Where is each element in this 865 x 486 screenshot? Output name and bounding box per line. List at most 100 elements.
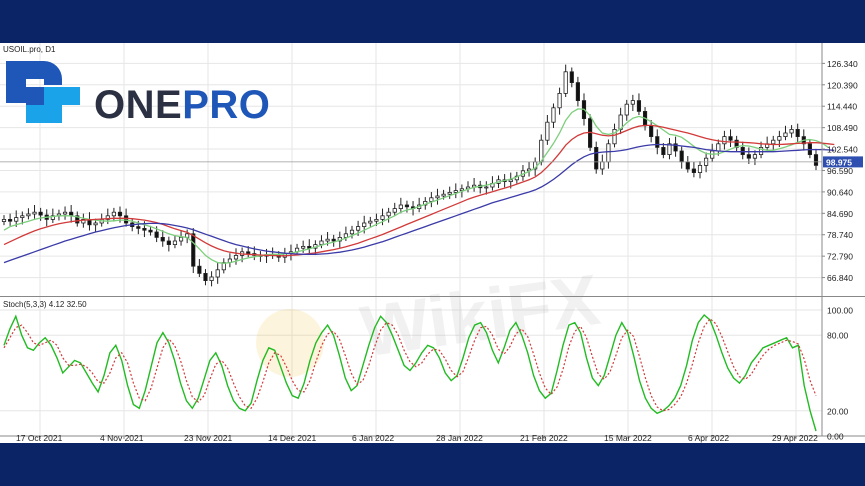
axes <box>0 43 865 439</box>
candle-body <box>563 71 568 94</box>
candle-body <box>636 100 642 112</box>
watermark-emblem-icon <box>256 309 324 377</box>
candle-body <box>795 129 800 138</box>
y-tick-label: 78.740 <box>827 230 853 240</box>
candle-body <box>142 227 147 231</box>
candle-body <box>374 218 379 222</box>
y-tick-label: 72.790 <box>827 252 853 262</box>
candle-body <box>435 195 440 199</box>
candle-body <box>160 236 165 242</box>
y-tick-label: 96.590 <box>827 166 853 176</box>
candle-body <box>356 226 361 231</box>
candle-body <box>459 188 464 192</box>
candle-body <box>661 147 666 156</box>
brand-logo: ONEPRO <box>4 55 270 135</box>
watermark-text: WikiFX <box>356 260 604 373</box>
candle-body <box>569 71 574 83</box>
y-tick-label: 120.390 <box>827 80 858 90</box>
candle-body <box>453 190 458 193</box>
ma-line <box>3 124 835 257</box>
candle-body <box>557 93 562 109</box>
x-tick-label: 23 Nov 2021 <box>184 433 232 443</box>
x-tick-label: 21 Feb 2022 <box>520 433 568 443</box>
candle-body <box>734 139 739 148</box>
candle-body <box>105 215 110 220</box>
candle-body <box>191 233 196 267</box>
candle-body <box>81 218 86 224</box>
candle-body <box>62 211 68 215</box>
candle-body <box>154 231 159 238</box>
y-tick-label: 114.440 <box>827 102 857 112</box>
candle-body <box>398 204 403 209</box>
candle-body <box>594 147 599 170</box>
candle-body <box>758 147 764 156</box>
ma-line <box>3 143 835 264</box>
candle-body <box>600 161 605 170</box>
candle-body <box>624 103 629 116</box>
main-chart-title: USOIL.pro, D1 <box>3 45 56 54</box>
y-tick-label: 90.640 <box>827 187 853 197</box>
candle-body <box>484 186 489 189</box>
candle-body <box>545 121 550 141</box>
candle-body <box>380 215 385 220</box>
candle-body <box>233 254 239 260</box>
candle-body <box>441 193 446 197</box>
stoch-chart-title: Stoch(5,3,3) 4.12 32.50 <box>3 300 87 309</box>
candle-body <box>771 139 776 145</box>
candle-body <box>716 143 721 152</box>
stochastic-lines <box>3 313 817 432</box>
stoch-y-tick-label: 100.00 <box>827 306 853 316</box>
candle-body <box>197 265 202 274</box>
candle-body <box>691 168 696 173</box>
candle-body <box>697 165 703 174</box>
candle-body <box>111 211 116 217</box>
x-tick-label: 14 Dec 2021 <box>268 433 316 443</box>
x-tick-label: 15 Mar 2022 <box>604 433 652 443</box>
candle-body <box>8 218 13 222</box>
candle-body <box>649 125 654 138</box>
x-tick-label: 4 Nov 2021 <box>100 433 144 443</box>
candle-body <box>136 226 141 229</box>
candle-body <box>178 236 184 242</box>
candle-body <box>32 211 37 215</box>
chart-panel: WikiFX 126.340 120.390 114.440 108.490 102.5… <box>0 43 865 443</box>
x-tick-label: 17 Oct 2021 <box>16 433 63 443</box>
candle-body <box>209 276 214 281</box>
chart-svg[interactable]: WikiFX 126.340 120.390 114.440 108.490 102.5… <box>0 43 865 443</box>
candle-body <box>679 150 684 163</box>
candle-body <box>246 251 251 255</box>
brand-name-part1: ONE <box>94 83 183 127</box>
candle-body <box>508 179 513 183</box>
y-tick-label: 102.540 <box>827 145 858 155</box>
last-price-badge <box>823 156 863 168</box>
stoch-y-tick-label: 80.00 <box>827 331 849 341</box>
x-tick-label: 28 Jan 2022 <box>436 433 483 443</box>
y-tick-label: 84.690 <box>827 209 853 219</box>
last-price-label: 98.975 <box>826 157 852 167</box>
stoch-y-tick-label: 20.00 <box>827 406 849 416</box>
candle-body <box>307 245 312 249</box>
candle-body <box>746 154 751 159</box>
candle-body <box>221 262 226 271</box>
candle-body <box>117 211 123 217</box>
x-tick-label: 6 Apr 2022 <box>688 433 729 443</box>
x-tick-label: 29 Apr 2022 <box>772 433 818 443</box>
candle-body <box>740 147 745 156</box>
candle-body <box>722 136 727 145</box>
candle-body <box>1 218 7 222</box>
x-tick-label: 6 Jan 2022 <box>352 433 394 443</box>
candle-body <box>203 272 208 281</box>
candle-body <box>26 213 31 217</box>
candle-body <box>362 222 367 227</box>
candle-body <box>673 143 678 152</box>
y-tick-label: 66.840 <box>827 273 853 283</box>
candle-body <box>75 215 80 224</box>
candle-body <box>319 240 324 245</box>
candle-body <box>349 229 355 235</box>
candle-body <box>551 107 556 123</box>
candle-body <box>325 238 330 242</box>
brand-wordmark: ONEPRO <box>94 83 270 128</box>
brand-name-part2: PRO <box>182 83 271 127</box>
candle-body <box>166 240 171 245</box>
candle-body <box>301 245 306 249</box>
